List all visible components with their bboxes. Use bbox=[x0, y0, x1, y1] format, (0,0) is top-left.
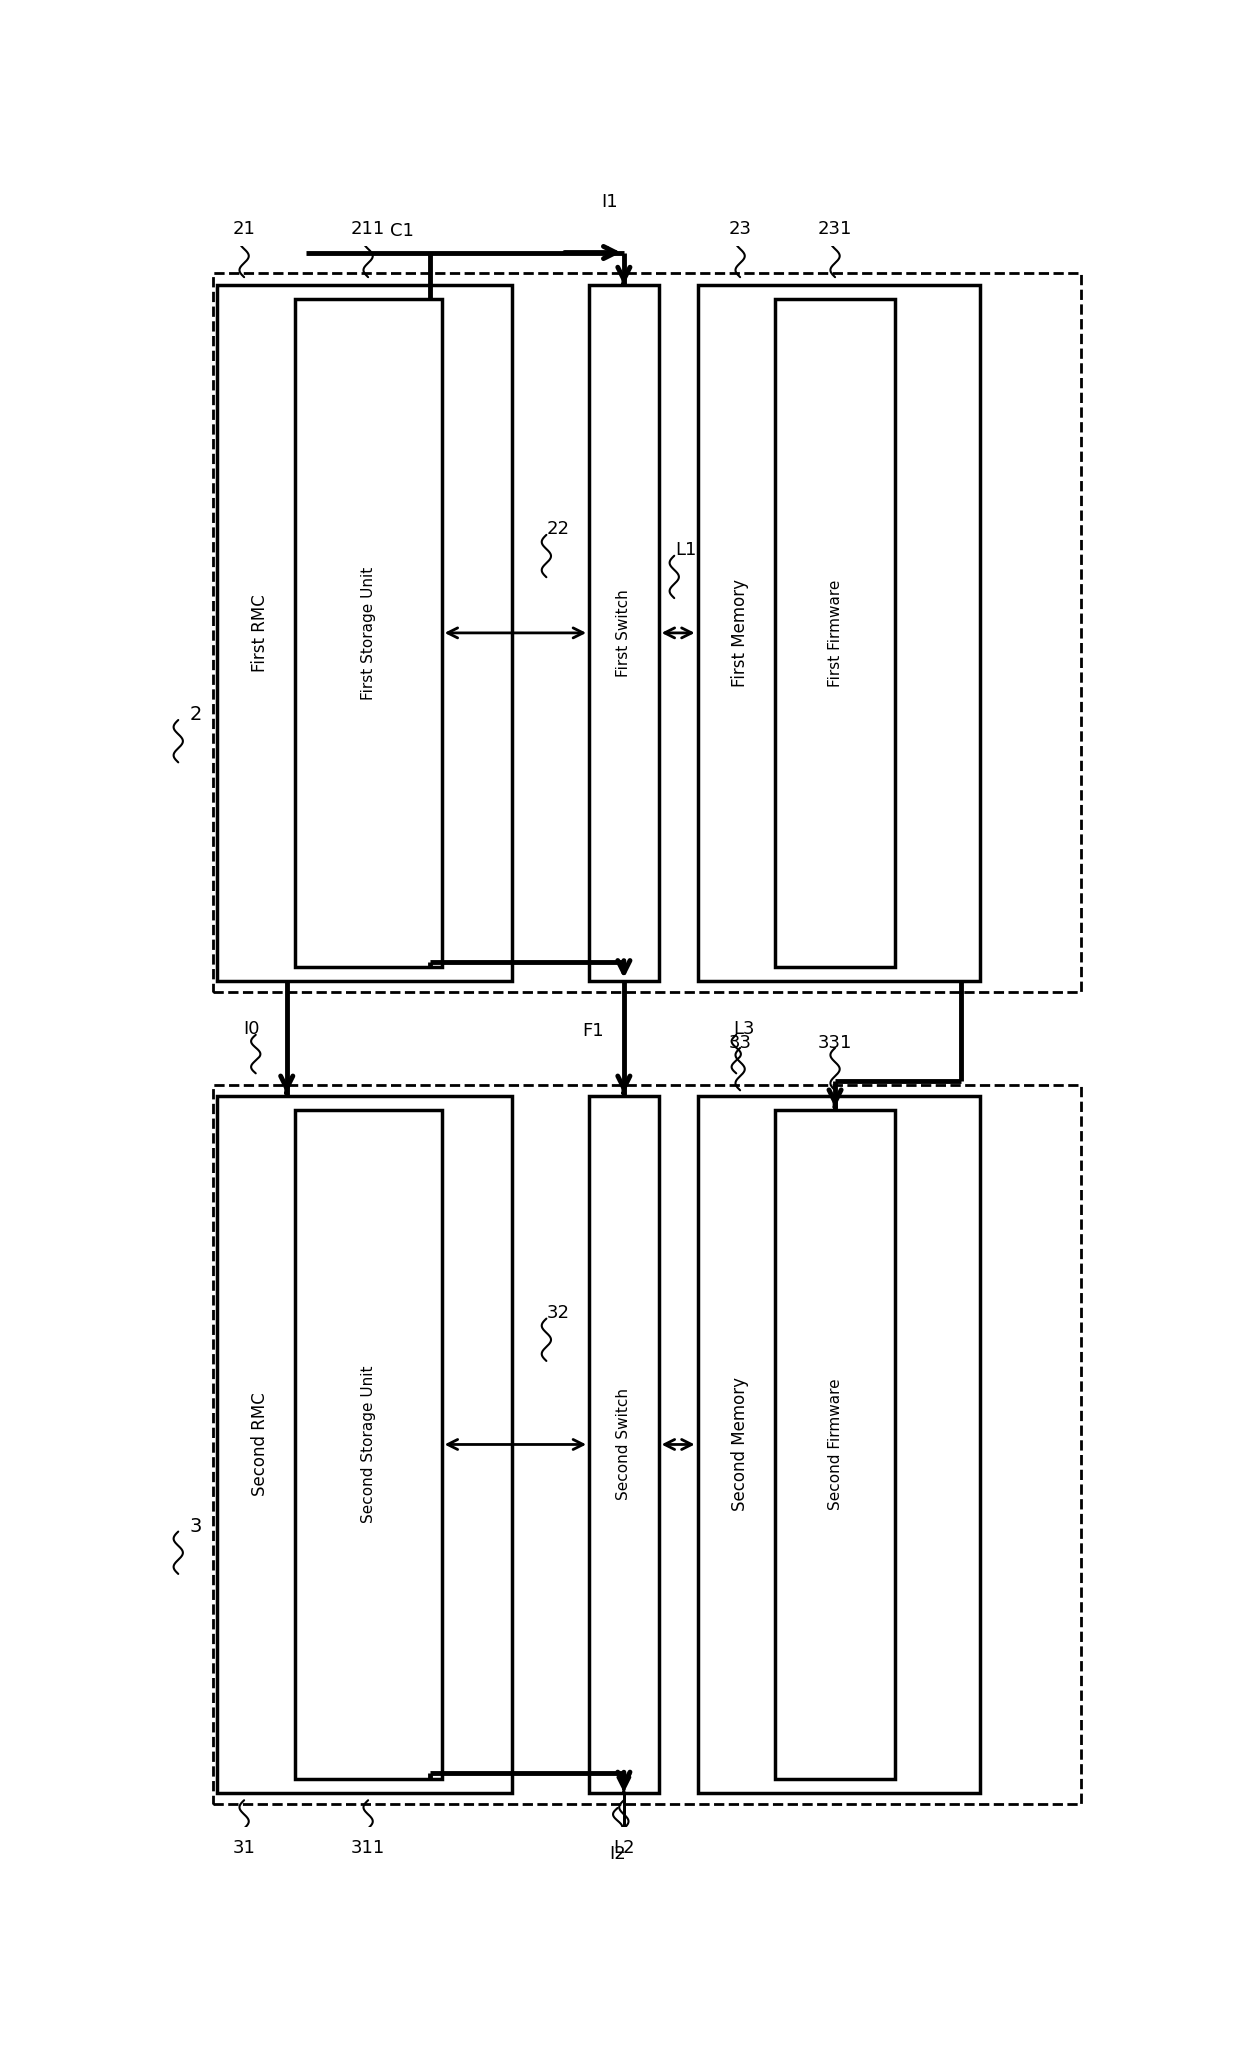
Text: 311: 311 bbox=[351, 1839, 386, 1858]
Text: I0: I0 bbox=[243, 1020, 260, 1039]
Bar bbox=[697, 1096, 981, 1792]
Text: 231: 231 bbox=[818, 220, 852, 238]
Text: 32: 32 bbox=[547, 1304, 569, 1322]
Bar bbox=[217, 1096, 511, 1792]
Text: 22: 22 bbox=[547, 521, 569, 538]
Text: 3: 3 bbox=[190, 1517, 202, 1536]
Text: Second Memory: Second Memory bbox=[732, 1378, 749, 1511]
Text: L1: L1 bbox=[676, 542, 697, 558]
Text: C1: C1 bbox=[389, 222, 413, 240]
Text: 33: 33 bbox=[729, 1033, 751, 1051]
Bar bbox=[589, 1096, 658, 1792]
Text: First Storage Unit: First Storage Unit bbox=[361, 567, 376, 700]
Text: L2: L2 bbox=[613, 1839, 635, 1858]
Text: Second Storage Unit: Second Storage Unit bbox=[361, 1365, 376, 1523]
Bar bbox=[213, 1084, 1081, 1805]
Text: 331: 331 bbox=[818, 1033, 852, 1051]
Bar bbox=[217, 285, 511, 981]
Text: F1: F1 bbox=[582, 1022, 604, 1041]
Text: First RMC: First RMC bbox=[250, 593, 269, 671]
Text: First Memory: First Memory bbox=[732, 579, 749, 688]
Text: 31: 31 bbox=[233, 1839, 255, 1858]
Text: I2: I2 bbox=[609, 1846, 626, 1864]
Text: First Switch: First Switch bbox=[616, 589, 631, 677]
Text: Second RMC: Second RMC bbox=[250, 1392, 269, 1497]
Text: L3: L3 bbox=[733, 1020, 755, 1039]
Text: Second Switch: Second Switch bbox=[616, 1388, 631, 1501]
Text: First Firmware: First Firmware bbox=[827, 579, 842, 686]
Text: 2: 2 bbox=[190, 704, 202, 725]
Bar bbox=[295, 300, 441, 967]
Text: Second Firmware: Second Firmware bbox=[827, 1380, 842, 1511]
Bar bbox=[295, 1111, 441, 1778]
Text: I1: I1 bbox=[601, 193, 619, 211]
Text: 211: 211 bbox=[351, 220, 386, 238]
Bar bbox=[213, 273, 1081, 992]
Bar bbox=[697, 285, 981, 981]
Bar bbox=[775, 1111, 895, 1778]
Bar bbox=[775, 300, 895, 967]
Text: 23: 23 bbox=[729, 220, 751, 238]
Text: 21: 21 bbox=[233, 220, 255, 238]
Bar bbox=[589, 285, 658, 981]
